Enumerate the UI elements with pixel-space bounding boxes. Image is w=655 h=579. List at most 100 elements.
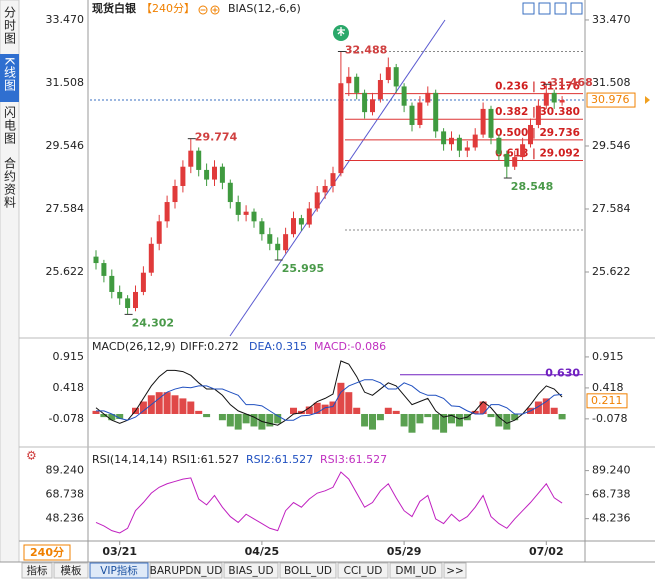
- tab[interactable]: [389, 562, 443, 579]
- sidebar-tab[interactable]: 闪电图: [3, 106, 17, 145]
- zoom-in[interactable]: [210, 5, 220, 15]
- candle-body: [441, 131, 447, 145]
- candle-body: [472, 134, 478, 148]
- tab[interactable]: [53, 562, 89, 579]
- period-footer[interactable]: 240分: [30, 545, 64, 559]
- candle-body: [101, 263, 107, 276]
- sidebar-tab[interactable]: K线图: [3, 57, 17, 92]
- diff-line: [95, 360, 563, 426]
- y-tick-label-left: 0.915: [53, 350, 85, 363]
- sidebar-tab[interactable]: 分时图: [3, 6, 17, 45]
- x-tick-label: 04/25: [245, 545, 280, 558]
- macd-bar: [242, 413, 250, 424]
- macd-dea: DEA:0.315: [249, 340, 307, 353]
- macd-bar: [274, 413, 282, 424]
- tab[interactable]: [149, 562, 223, 579]
- candle-body: [512, 157, 518, 167]
- y-tick-label-left: 33.470: [46, 13, 85, 26]
- tool-icon[interactable]: [554, 2, 567, 15]
- macd-bar: [487, 413, 495, 418]
- y-tick-label-left: 25.622: [46, 265, 85, 278]
- candle-body: [504, 153, 510, 167]
- rsi2: RSI2:61.527: [246, 453, 313, 466]
- current-price: 30.976: [591, 93, 630, 106]
- y-tick-label-left: 89.240: [46, 464, 85, 477]
- period[interactable]: 【240分】: [141, 2, 195, 15]
- y-tick-label: 33.470: [592, 13, 631, 26]
- rsi1: RSI1:61.527: [172, 453, 239, 466]
- y-tick-label-left: -0.078: [49, 412, 84, 425]
- zoom-out[interactable]: [198, 5, 208, 15]
- candle-body: [148, 243, 154, 273]
- tool-icon[interactable]: [522, 2, 535, 15]
- candle-body: [543, 92, 549, 106]
- tab[interactable]: [337, 562, 389, 579]
- candle-body: [140, 272, 146, 292]
- candle-body: [362, 92, 368, 113]
- current-price-box: [586, 92, 636, 108]
- candle-body: [283, 234, 289, 251]
- candle-body: [259, 221, 265, 235]
- candle-body: [196, 150, 202, 170]
- macd-bar: [321, 404, 329, 414]
- macd-bar: [392, 410, 400, 414]
- candle-body: [172, 185, 178, 203]
- candle-body: [377, 80, 383, 100]
- tab[interactable]: [443, 562, 467, 579]
- macd-level-label: 0.630: [545, 367, 580, 380]
- candle-body: [520, 144, 526, 158]
- candle-body: [409, 105, 415, 125]
- rsi-icon: ⚙: [26, 449, 37, 463]
- macd-bar: [542, 398, 550, 414]
- macd-bar: [376, 413, 384, 421]
- candle-body: [496, 137, 502, 154]
- macd-bar: [179, 398, 187, 414]
- candle-body: [204, 169, 210, 180]
- y-tick-label: 68.738: [592, 488, 631, 501]
- macd-bar: [369, 413, 376, 430]
- tool-icon[interactable]: [570, 2, 583, 15]
- macd-bar: [511, 413, 519, 421]
- macd-bar: [400, 413, 408, 427]
- candle-body: [456, 137, 462, 151]
- sidebar-tab[interactable]: 合约资料: [3, 156, 17, 209]
- candle-body: [188, 150, 194, 167]
- candle-body: [528, 124, 533, 145]
- candle-body: [243, 211, 249, 215]
- tab[interactable]: [279, 562, 337, 579]
- sidebar-active: [0, 54, 19, 102]
- candle-body: [346, 76, 352, 84]
- rsi-line: [95, 471, 563, 534]
- extreme-label: 25.995: [282, 262, 324, 275]
- candle-body: [464, 147, 470, 151]
- tab-label: DMI_UD: [395, 565, 436, 577]
- y-tick-label-left: 0.418: [53, 381, 85, 394]
- macd-marker: 0.211: [591, 394, 623, 407]
- tab-label: 模板: [61, 564, 82, 577]
- macd-bar: [100, 413, 108, 418]
- tool-icon[interactable]: [538, 2, 551, 15]
- tab-label: 指标: [27, 564, 48, 577]
- trend-line[interactable]: [229, 19, 446, 337]
- tab[interactable]: [89, 562, 149, 579]
- candle-body: [212, 166, 217, 180]
- macd-bar: [345, 392, 353, 414]
- fib-label: 0.618 | 29.092: [495, 148, 580, 160]
- candle-body: [417, 102, 423, 125]
- extreme-label: 28.548: [511, 180, 553, 193]
- macd-bar: [155, 392, 163, 414]
- candle-body: [370, 99, 375, 113]
- macd-bar: [116, 413, 124, 419]
- tab[interactable]: [21, 562, 53, 579]
- macd-bar: [203, 413, 211, 418]
- candle-body: [322, 185, 328, 193]
- fib-label: 0.236 | 31.176: [495, 81, 580, 93]
- candle-body: [425, 92, 431, 103]
- y-tick-label: 0.915: [592, 350, 624, 363]
- macd-title: MACD(26,12,9): [92, 340, 176, 353]
- tab[interactable]: [223, 562, 279, 579]
- candle-body: [354, 76, 360, 93]
- period-box[interactable]: [23, 544, 71, 561]
- macd-bar: [250, 413, 258, 427]
